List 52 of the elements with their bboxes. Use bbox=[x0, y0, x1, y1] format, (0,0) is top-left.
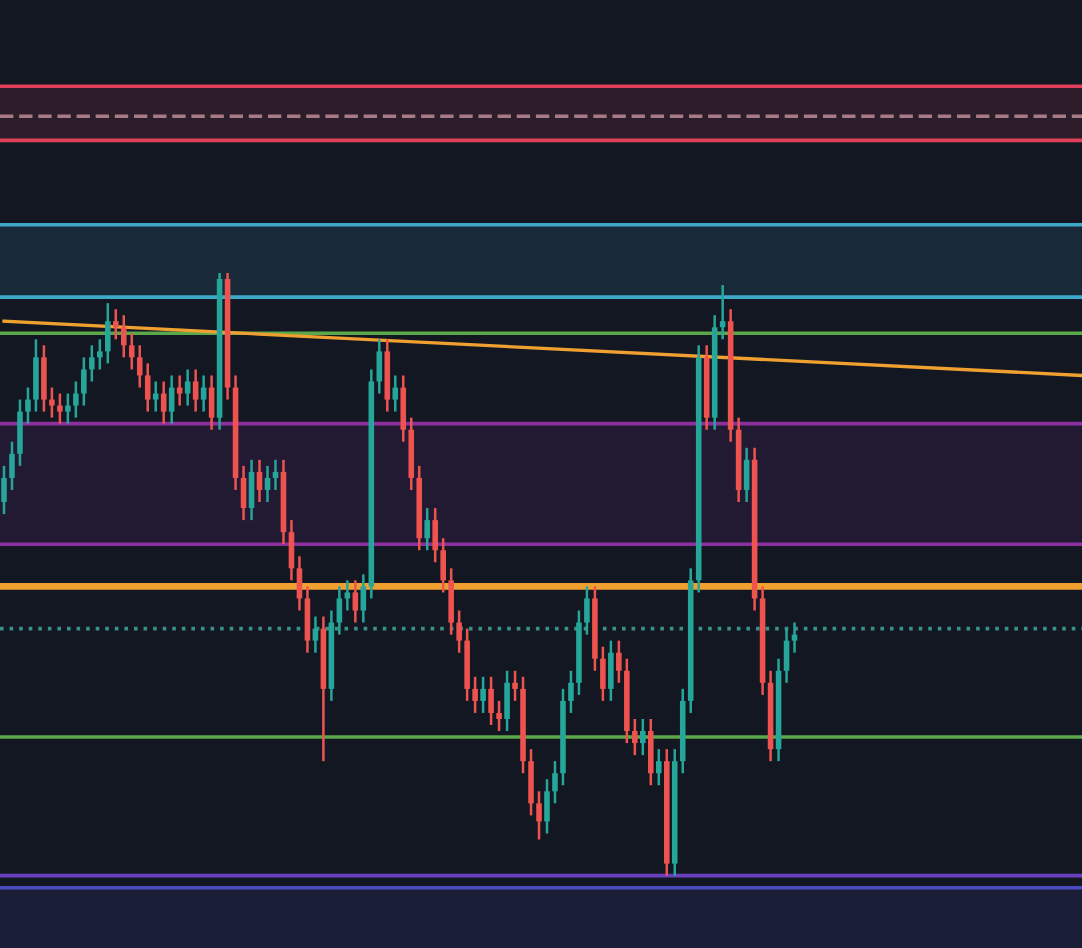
candlestick bbox=[480, 675, 486, 715]
candlestick bbox=[488, 675, 494, 727]
candlestick bbox=[632, 717, 638, 757]
candlestick bbox=[448, 567, 454, 636]
candlestick bbox=[17, 398, 23, 468]
candlestick bbox=[600, 645, 606, 703]
candlestick bbox=[608, 639, 614, 703]
candlestick bbox=[49, 386, 55, 419]
candlestick bbox=[640, 717, 646, 757]
candlestick bbox=[544, 778, 550, 835]
candlestick bbox=[472, 675, 478, 715]
candlestick bbox=[152, 380, 159, 413]
candlestick bbox=[264, 464, 271, 504]
candlestick bbox=[144, 362, 151, 413]
candlestick bbox=[73, 380, 79, 419]
candlestick bbox=[536, 790, 542, 841]
candlestick bbox=[312, 615, 319, 654]
candlestick bbox=[41, 344, 47, 413]
candlestick bbox=[552, 759, 558, 805]
candlestick bbox=[504, 669, 510, 733]
candlestick bbox=[424, 506, 431, 552]
candlestick bbox=[25, 386, 31, 425]
candlestick bbox=[81, 356, 87, 407]
candlestick bbox=[33, 338, 39, 413]
candlestick bbox=[336, 585, 343, 636]
candlestick bbox=[440, 536, 446, 594]
candlestick bbox=[568, 669, 574, 715]
candlestick bbox=[89, 344, 95, 383]
candlestick bbox=[655, 747, 662, 787]
candlestick bbox=[65, 392, 71, 425]
candlestick bbox=[200, 374, 207, 413]
candlestick bbox=[112, 307, 119, 341]
candlestick bbox=[1, 464, 7, 516]
candlestick bbox=[496, 699, 502, 733]
candlestick bbox=[9, 440, 15, 492]
candlestick bbox=[304, 585, 311, 654]
candlestick bbox=[456, 609, 462, 654]
candlestick bbox=[528, 747, 534, 817]
candlestick bbox=[392, 374, 399, 413]
candlestick bbox=[432, 506, 438, 564]
candlestick bbox=[616, 639, 622, 685]
candlestick bbox=[97, 338, 103, 371]
candlestick bbox=[352, 579, 359, 624]
candlestick bbox=[648, 717, 654, 787]
candlestick bbox=[120, 313, 127, 359]
candlestick bbox=[105, 301, 111, 365]
candlestick bbox=[184, 368, 191, 407]
candlestick bbox=[360, 573, 367, 624]
candlestick bbox=[584, 585, 590, 636]
candlestick bbox=[512, 669, 518, 703]
candlestick bbox=[57, 392, 63, 425]
candlestick bbox=[192, 368, 199, 413]
